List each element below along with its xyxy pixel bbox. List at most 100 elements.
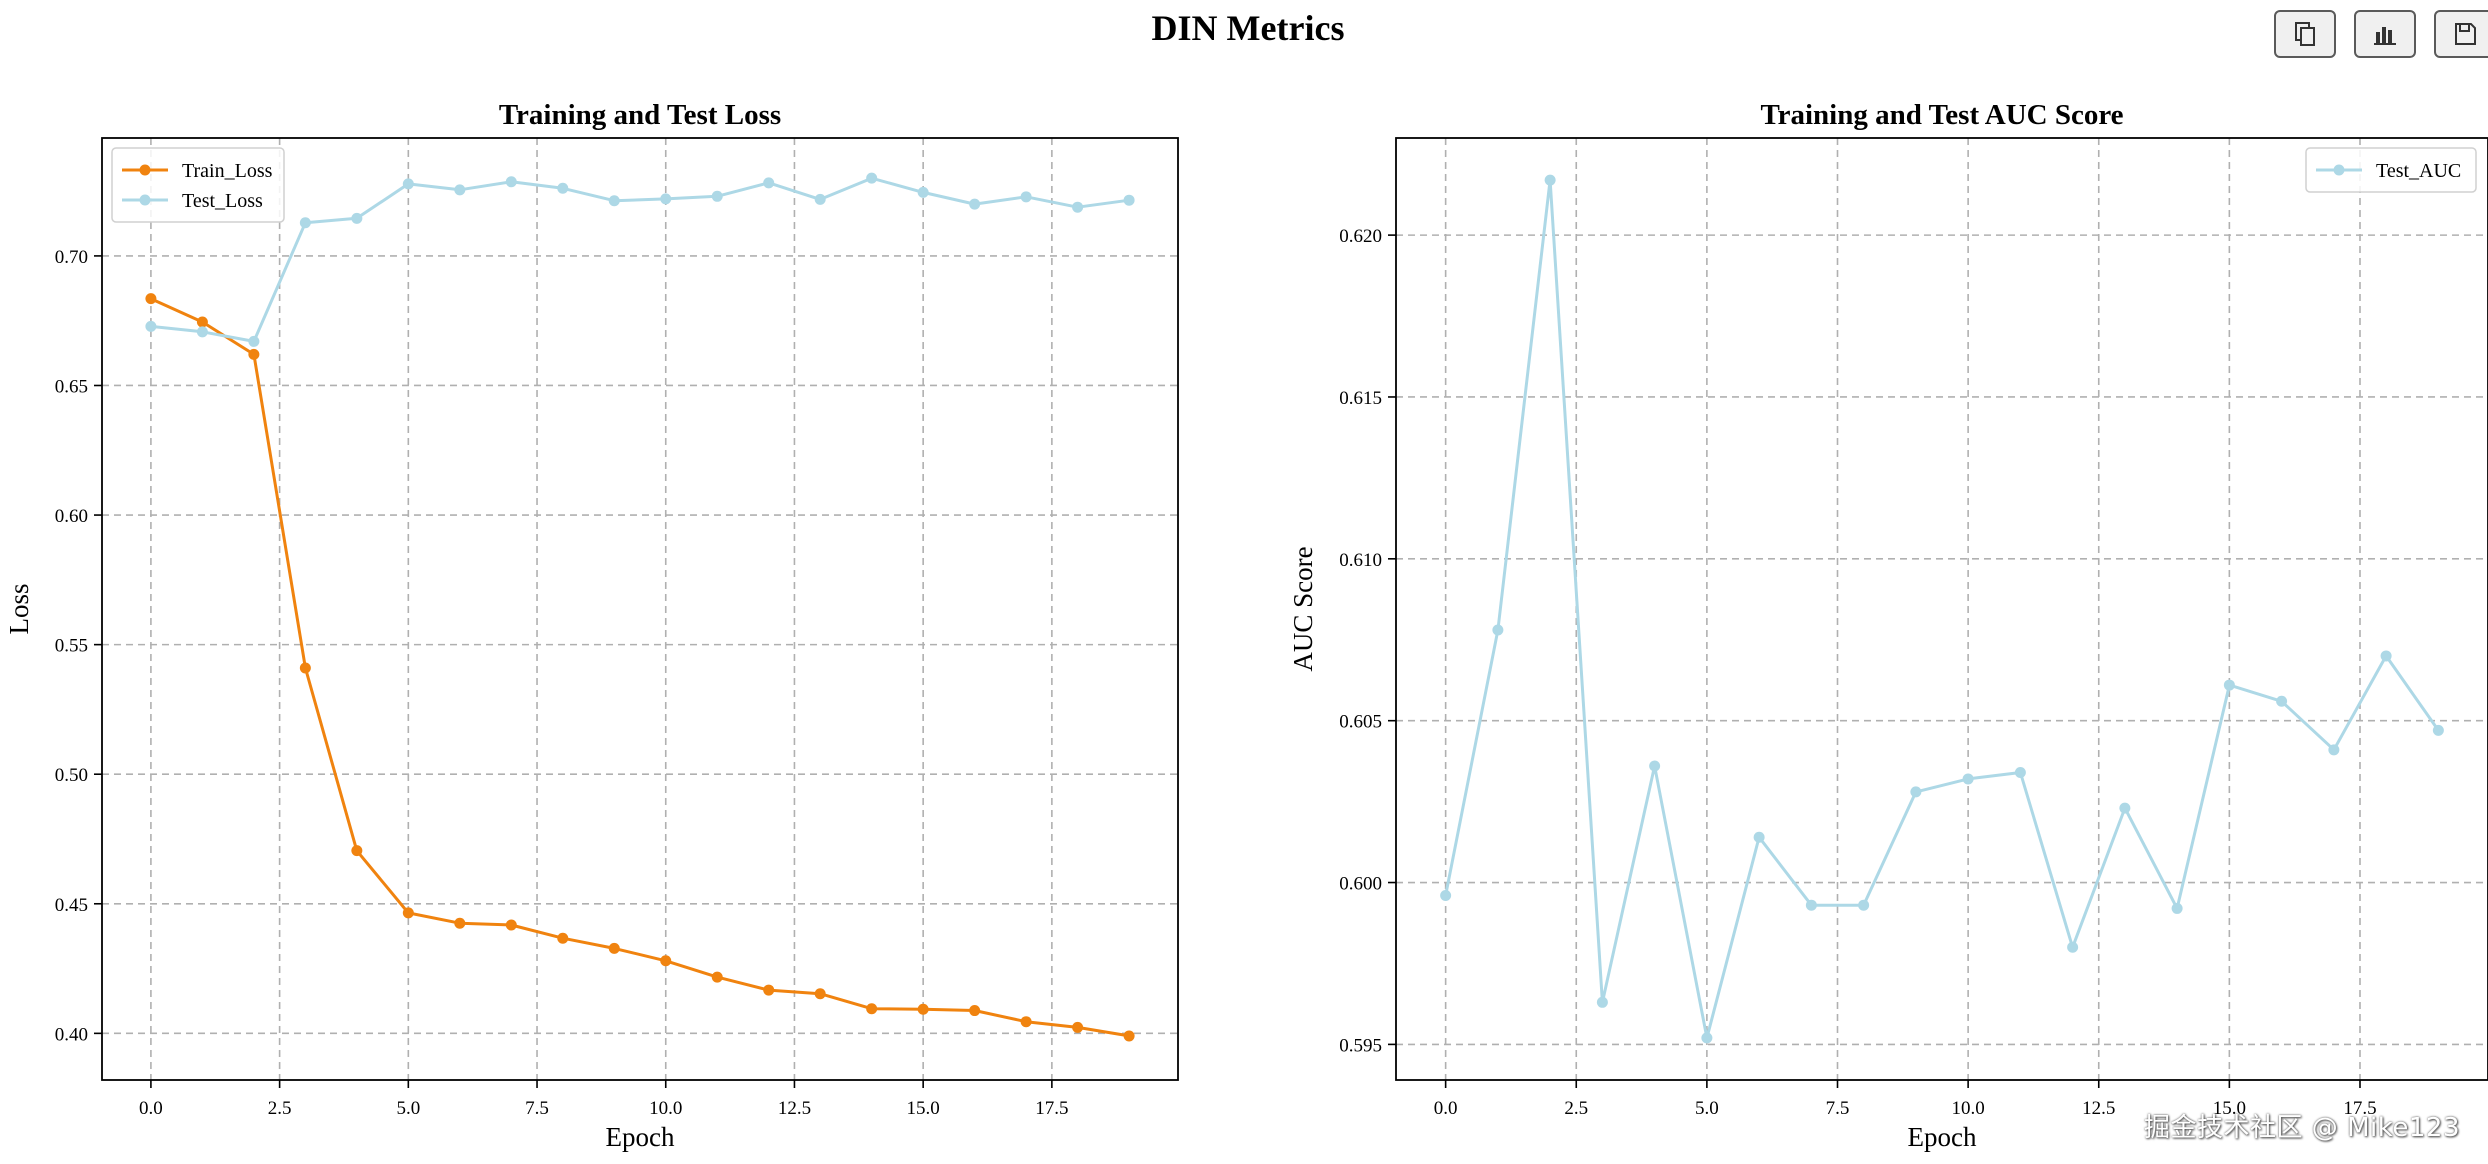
data-point xyxy=(1020,191,1032,203)
y-axis-label: Loss xyxy=(4,583,34,634)
data-point xyxy=(1440,889,1452,901)
y-tick-label: 0.620 xyxy=(1339,226,1382,247)
chart-view-button[interactable] xyxy=(2354,10,2416,58)
data-point xyxy=(2014,766,2026,778)
data-point xyxy=(248,348,260,360)
legend-label: Train_Loss xyxy=(182,160,273,182)
x-tick-label: 0.0 xyxy=(139,1098,163,1119)
data-point xyxy=(145,320,157,332)
data-point xyxy=(1910,786,1922,798)
data-point xyxy=(1020,1016,1032,1028)
data-point xyxy=(2067,941,2079,953)
data-point xyxy=(1072,1021,1084,1033)
y-tick-label: 0.605 xyxy=(1339,712,1382,733)
legend-label: Test_Loss xyxy=(182,190,263,212)
data-point xyxy=(608,195,620,207)
data-point xyxy=(969,198,981,210)
data-point xyxy=(917,186,929,198)
y-tick-label: 0.50 xyxy=(55,765,88,786)
x-tick-label: 17.5 xyxy=(2343,1098,2376,1119)
chart-auc: 0.0 2.5 5.0 7.5 10.0 12.5 15.0 17.5 0.595 0.600 0.… xyxy=(1288,99,2488,1152)
copy-icon xyxy=(2295,22,2315,46)
data-point xyxy=(299,662,311,674)
data-point xyxy=(196,326,208,338)
data-point xyxy=(763,177,775,189)
y-tick-label: 0.615 xyxy=(1339,388,1382,409)
data-point xyxy=(2171,902,2183,914)
data-point xyxy=(505,176,517,188)
x-tick-label: 12.5 xyxy=(778,1098,811,1119)
x-tick-label: 7.5 xyxy=(1826,1098,1850,1119)
y-tick-label: 0.40 xyxy=(55,1024,88,1045)
plot-frame xyxy=(101,137,1179,1081)
y-tick-label: 0.610 xyxy=(1339,550,1382,571)
data-point xyxy=(763,984,775,996)
data-point xyxy=(402,178,414,190)
data-point xyxy=(814,193,826,205)
data-point xyxy=(1544,174,1556,186)
data-point xyxy=(1123,194,1135,206)
data-point xyxy=(1701,1032,1713,1044)
plot-frame xyxy=(1395,137,2488,1081)
data-point xyxy=(866,1003,878,1015)
data-point xyxy=(1123,1030,1135,1042)
y-tick-label: 0.595 xyxy=(1339,1035,1382,1056)
legend-box xyxy=(111,147,285,223)
x-axis-label: Epoch xyxy=(1908,1122,1977,1152)
data-point xyxy=(711,971,723,983)
data-point xyxy=(557,182,569,194)
data-point xyxy=(248,335,260,347)
save-button[interactable] xyxy=(2434,10,2488,58)
data-point xyxy=(505,919,517,931)
data-point xyxy=(351,212,363,224)
y-tick-label: 0.45 xyxy=(55,895,88,916)
x-tick-label: 2.5 xyxy=(1564,1098,1588,1119)
save-icon xyxy=(2455,23,2476,45)
series-line-train_loss xyxy=(150,297,1130,1038)
data-point xyxy=(1753,831,1765,843)
copy-button[interactable] xyxy=(2274,10,2336,58)
data-point xyxy=(711,190,723,202)
bar-chart-icon xyxy=(2374,27,2396,45)
data-point xyxy=(145,293,157,305)
x-tick-label: 15.0 xyxy=(907,1098,940,1119)
legend-label: Test_AUC xyxy=(2376,160,2461,182)
x-tick-label: 12.5 xyxy=(2082,1098,2115,1119)
y-tick-label: 0.70 xyxy=(55,247,88,268)
data-point xyxy=(402,907,414,919)
data-point xyxy=(1805,899,1817,911)
data-point xyxy=(2328,744,2340,756)
data-point xyxy=(454,184,466,196)
x-tick-label: 0.0 xyxy=(1434,1098,1458,1119)
data-point xyxy=(351,845,363,857)
x-axis-label: Epoch xyxy=(606,1122,675,1152)
watermark: 掘金技术社区 @ Mike123 xyxy=(2144,1113,2460,1143)
chart-title: Training and Test AUC Score xyxy=(1760,99,2123,131)
chart-title: Training and Test Loss xyxy=(499,99,781,131)
y-tick-label: 0.600 xyxy=(1339,874,1382,895)
figure-title: DIN Metrics xyxy=(1152,8,1345,48)
x-tick-label: 10.0 xyxy=(1951,1098,1984,1119)
data-point xyxy=(2380,650,2392,662)
legend-box xyxy=(2305,147,2477,193)
y-axis-label: AUC Score xyxy=(1288,546,1318,671)
x-tick-label: 7.5 xyxy=(525,1098,549,1119)
data-point xyxy=(660,955,672,967)
series-line-test_auc xyxy=(1444,178,2440,1040)
data-point xyxy=(196,316,208,328)
data-point xyxy=(969,1005,981,1017)
data-point xyxy=(1858,899,1870,911)
legend-marker xyxy=(139,194,151,206)
legend-marker xyxy=(139,164,151,176)
chart-loss: 0.0 2.5 5.0 7.5 10.0 12.5 15.0 17.5 0.40 0.45 0.50… xyxy=(4,99,1179,1152)
x-tick-label: 10.0 xyxy=(649,1098,682,1119)
data-point xyxy=(1962,773,1974,785)
x-tick-label: 15.0 xyxy=(2213,1098,2246,1119)
legend: Test_AUC xyxy=(2305,147,2477,193)
data-point xyxy=(299,217,311,229)
legend: Train_Loss Test_Loss xyxy=(111,147,285,223)
data-point xyxy=(557,932,569,944)
data-point xyxy=(2119,802,2131,814)
y-tick-label: 0.60 xyxy=(55,506,88,527)
